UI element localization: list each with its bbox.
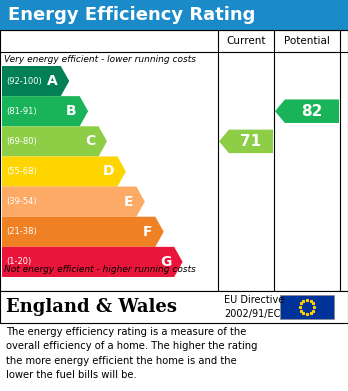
Text: (21-38): (21-38) [6, 227, 37, 236]
Text: E: E [124, 195, 133, 209]
Text: B: B [66, 104, 77, 118]
Text: 82: 82 [301, 104, 323, 119]
Text: (81-91): (81-91) [6, 107, 37, 116]
Polygon shape [2, 217, 164, 247]
Text: Current: Current [226, 36, 266, 46]
Polygon shape [219, 129, 273, 153]
Polygon shape [2, 96, 88, 126]
Text: Potential: Potential [284, 36, 330, 46]
Text: (69-80): (69-80) [6, 137, 37, 146]
Text: (92-100): (92-100) [6, 77, 42, 86]
Text: England & Wales: England & Wales [6, 298, 177, 316]
Text: (1-20): (1-20) [6, 257, 31, 266]
Text: D: D [103, 165, 114, 179]
Text: The energy efficiency rating is a measure of the
overall efficiency of a home. T: The energy efficiency rating is a measur… [6, 327, 258, 380]
Bar [0, 291, 348, 323]
Text: A: A [47, 74, 58, 88]
Polygon shape [2, 126, 107, 156]
Polygon shape [2, 156, 126, 187]
Text: Very energy efficient - lower running costs: Very energy efficient - lower running co… [4, 54, 196, 63]
Polygon shape [2, 187, 145, 217]
Text: C: C [85, 135, 96, 148]
Text: (39-54): (39-54) [6, 197, 37, 206]
Bar [0, 30, 348, 291]
Text: EU Directive
2002/91/EC: EU Directive 2002/91/EC [224, 295, 284, 319]
Bar [0, 0, 348, 30]
Text: Not energy efficient - higher running costs: Not energy efficient - higher running co… [4, 265, 196, 274]
Text: 71: 71 [240, 134, 261, 149]
Text: (55-68): (55-68) [6, 167, 37, 176]
Polygon shape [275, 99, 339, 123]
Polygon shape [2, 66, 69, 96]
Text: F: F [143, 225, 152, 239]
Polygon shape [2, 247, 183, 277]
Text: G: G [160, 255, 171, 269]
Bar [280, 295, 334, 319]
Text: Energy Efficiency Rating: Energy Efficiency Rating [8, 6, 255, 24]
